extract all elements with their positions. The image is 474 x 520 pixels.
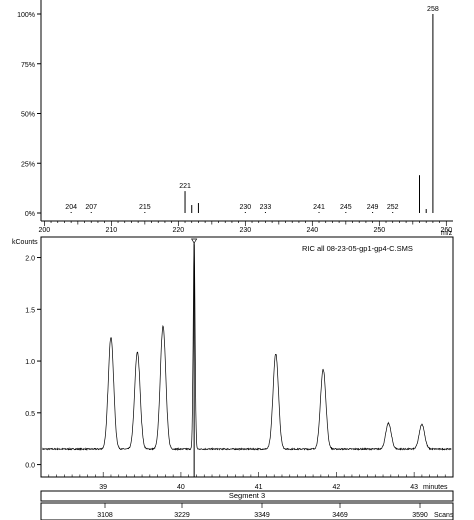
chromatogram-y-tick-label: 0.0 [25, 463, 35, 470]
spectrum-x-axis-label: m/z [441, 230, 453, 237]
spectrum-peak-label: 207 [85, 204, 97, 211]
segment-bar-frame [40, 490, 454, 502]
mass-spectrum-panel: 100% 75% 50% 25% 0% 200 210 220 230 240 250 260 20… [17, 0, 453, 237]
spectrum-x-tick-label: 200 [39, 227, 51, 234]
scan-tick-label: 3349 [254, 512, 270, 519]
chromatogram-y-tick-label: 1.5 [25, 307, 35, 314]
spectrum-peak-label: 258 [427, 6, 439, 13]
chromatogram-y-ticks: 2.0 1.5 1.0 0.5 0.0 [25, 256, 41, 470]
spectrum-x-ticks: 200 210 220 230 240 250 260 [39, 221, 452, 234]
segment-label: Segment 3 [229, 491, 265, 500]
scan-bar-frame [40, 502, 454, 520]
spectrum-x-tick-label: 260 [440, 227, 452, 234]
chromatogram-x-ticks: 39 40 41 42 43 [48, 472, 446, 491]
scan-bar: 3108 3229 3349 3469 3590 Scans [40, 502, 454, 520]
spectrum-peak-label: 233 [260, 204, 272, 211]
chromatogram-trace-line [42, 243, 452, 452]
spectrum-peak-label: 221 [179, 183, 191, 190]
spectrum-x-tick-label: 230 [239, 227, 251, 234]
chromatogram-title: RIC all 08-23-05-gp1-gp4-C.SMS [302, 244, 413, 253]
spectrum-y-tick-label: 50% [21, 112, 35, 119]
spectrum-peak-label: 241 [313, 204, 325, 211]
spectrum-peak-label: 252 [387, 204, 399, 211]
spectrum-y-tick-label: 0% [25, 211, 35, 218]
chromatogram-x-tick-label: 41 [255, 484, 263, 491]
spectrum-y-ticks: 100% 75% 50% 25% 0% [17, 12, 41, 218]
spectrum-peak-label: 215 [139, 204, 151, 211]
chromatogram-y-tick-label: 2.0 [25, 256, 35, 263]
chromatogram-x-tick-label: 43 [410, 484, 418, 491]
spectrum-y-tick-label: 100% [17, 12, 35, 19]
spectrum-y-tick-label: 25% [21, 161, 35, 168]
spectrum-peaks: 204 207 215 221 230 233 241 245 249 252 258 [65, 6, 439, 213]
spectrum-x-tick-label: 240 [306, 227, 318, 234]
chromatogram-x-tick-label: 42 [332, 484, 340, 491]
spectrum-peak-label: 230 [239, 204, 251, 211]
chromatogram-x-axis-label: minutes [423, 484, 448, 491]
scan-tick-label: 3590 [412, 512, 428, 519]
spectrum-x-tick-label: 210 [105, 227, 117, 234]
scan-tick-label: 3108 [97, 512, 113, 519]
chromatogram-y-unit: kCounts [12, 239, 38, 246]
chromatogram-frame [40, 236, 454, 478]
chromatogram-panel: kCounts RIC all 08-23-05-gp1-gp4-C.SMS 2… [12, 236, 454, 491]
scan-number-ticks: 3108 3229 3349 3469 3590 [97, 503, 428, 519]
spectrum-peak-label: 249 [367, 204, 379, 211]
selected-scan-triangle [191, 238, 198, 244]
chromatogram-x-tick-label: 39 [99, 484, 107, 491]
chromatogram-x-tick-label: 40 [177, 484, 185, 491]
scan-tick-label: 3469 [332, 512, 348, 519]
spectrum-peak-label: 204 [65, 204, 77, 211]
segment-bar: Segment 3 [40, 490, 454, 502]
spectrum-peak-label: 245 [340, 204, 352, 211]
spectrum-x-tick-label: 250 [373, 227, 385, 234]
selected-scan-marker [191, 238, 198, 477]
scan-tick-label: 3229 [174, 512, 190, 519]
scans-label: Scans [434, 512, 454, 519]
spectrum-y-tick-label: 75% [21, 62, 35, 69]
chromatogram-y-tick-label: 1.0 [25, 359, 35, 366]
chromatogram-y-tick-label: 0.5 [25, 411, 35, 418]
spectrum-x-tick-label: 220 [172, 227, 184, 234]
